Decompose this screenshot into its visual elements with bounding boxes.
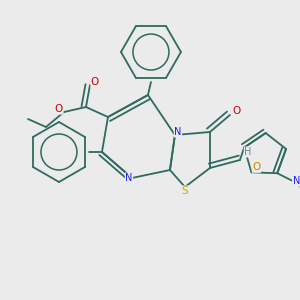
- Text: H: H: [244, 147, 252, 157]
- Text: O: O: [91, 77, 99, 87]
- Text: N: N: [125, 173, 133, 183]
- Text: O: O: [252, 162, 260, 172]
- Text: O: O: [55, 104, 63, 114]
- Text: N: N: [292, 176, 300, 186]
- Text: O: O: [233, 106, 241, 116]
- Text: N: N: [174, 127, 182, 137]
- Text: S: S: [182, 186, 188, 196]
